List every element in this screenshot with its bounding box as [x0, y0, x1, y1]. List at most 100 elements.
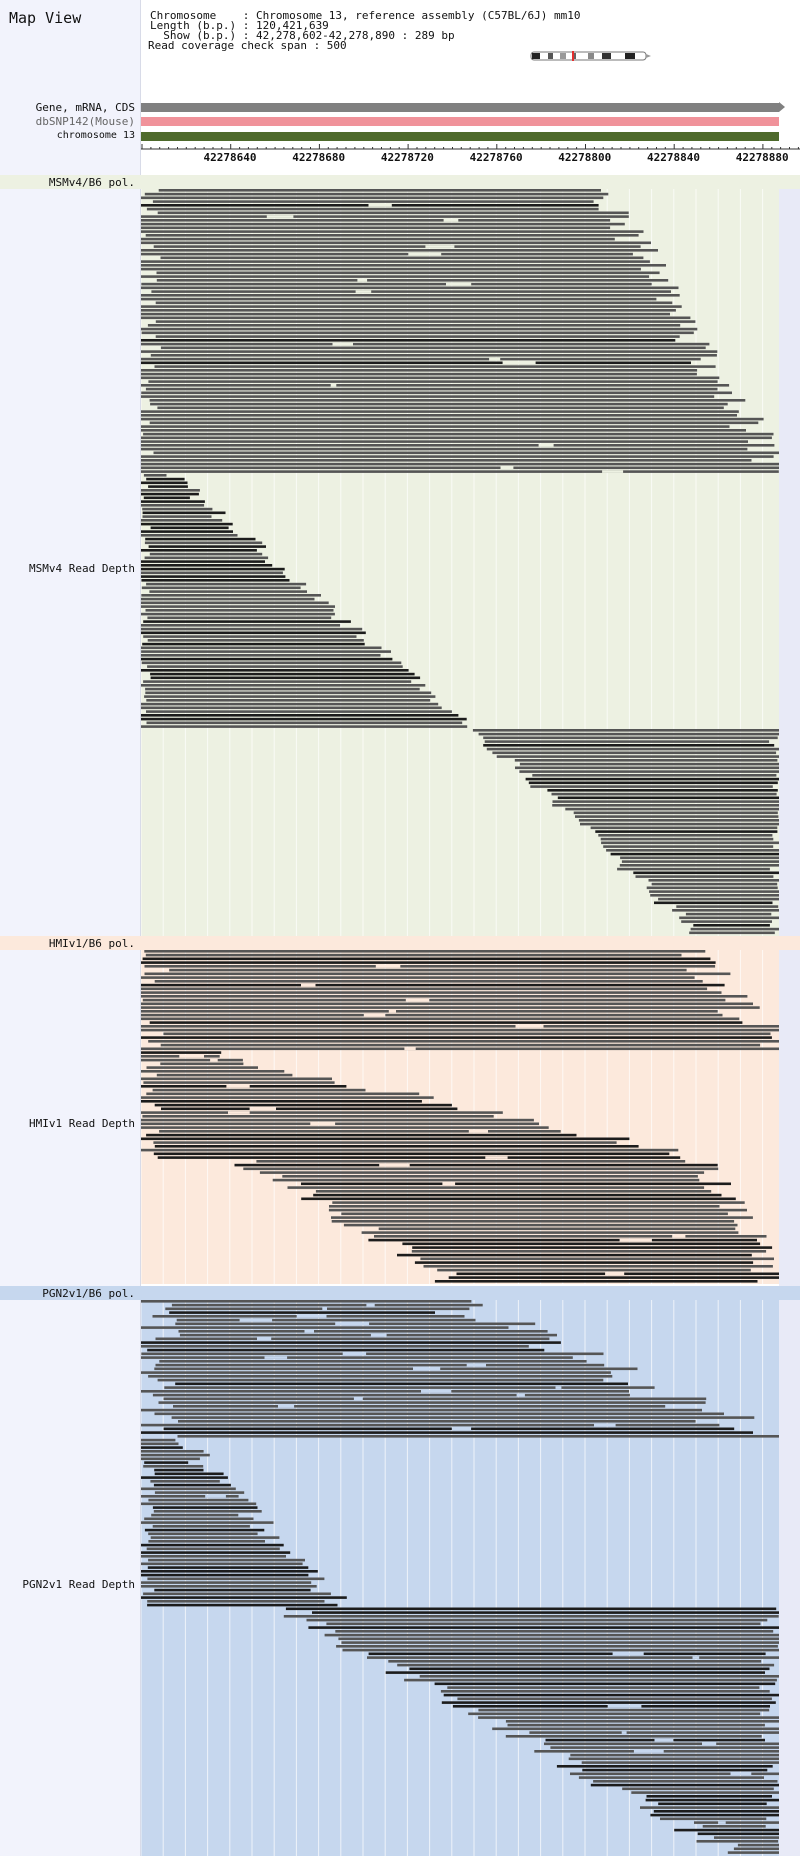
pgn-pol-header: PGN2v1/B6 pol.	[0, 1286, 800, 1300]
hmi-read-panel[interactable]	[141, 950, 779, 1284]
read-bar	[621, 860, 779, 863]
chromosome-track-bar[interactable]	[141, 132, 779, 141]
read-bar	[159, 1360, 587, 1363]
read-bar	[631, 1791, 779, 1794]
read-bar	[146, 699, 431, 702]
read-bar	[468, 1712, 761, 1716]
read-bar	[141, 327, 698, 331]
read-bar	[141, 252, 633, 256]
read-bar	[149, 552, 263, 556]
track-label-chromosome: chromosome 13	[56, 130, 135, 141]
read-bar	[141, 489, 200, 492]
gene-track-bar[interactable]	[141, 103, 779, 112]
read-bar	[144, 950, 706, 953]
read-bar	[146, 582, 307, 586]
read-bar	[324, 1633, 779, 1637]
read-bar	[423, 1265, 773, 1268]
msm-read-panel[interactable]	[141, 189, 779, 936]
ruler-tick-label: 42278720	[380, 151, 434, 164]
read-bar	[514, 759, 778, 762]
read-bar	[147, 639, 364, 642]
read-bar	[141, 1555, 286, 1558]
read-bar	[328, 1208, 747, 1212]
read-bar	[142, 511, 226, 515]
read-bar	[145, 387, 718, 391]
read-bar	[141, 571, 283, 575]
read-bar	[141, 983, 725, 987]
read-bar	[484, 740, 770, 743]
read-bar	[308, 1626, 779, 1629]
read-bar	[515, 766, 779, 770]
read-bar	[397, 1253, 752, 1257]
read-bar	[143, 474, 167, 477]
read-bar	[141, 594, 321, 597]
read-bar	[146, 477, 185, 481]
read-bar	[141, 500, 205, 503]
read-bar	[141, 249, 658, 252]
read-bar	[148, 545, 266, 548]
read-bar	[595, 830, 778, 833]
read-bar	[146, 1066, 258, 1069]
read-bar	[368, 1652, 766, 1656]
read-bar	[141, 237, 615, 241]
read-bar	[338, 1637, 779, 1641]
read-bar	[171, 1303, 483, 1307]
info-length: Length (b.p.) : 120,421,639	[150, 19, 329, 32]
hmi-depth-label: HMIv1 Read Depth	[29, 1117, 135, 1130]
read-bar	[633, 871, 779, 875]
read-bar	[175, 1382, 628, 1386]
read-bar	[153, 245, 641, 248]
read-bar	[447, 1686, 760, 1689]
read-bar	[507, 1723, 765, 1727]
read-bar	[141, 1300, 472, 1303]
read-bar	[141, 1148, 679, 1152]
read-bar	[141, 991, 722, 994]
read-bar	[141, 1025, 779, 1028]
read-bar	[141, 976, 695, 979]
pgn-read-panel[interactable]	[141, 1300, 779, 1856]
left-rail	[0, 0, 141, 1856]
read-bar	[160, 1043, 761, 1047]
track-label-snp: dbSNP142(Mouse)	[35, 115, 135, 128]
read-bar	[153, 1510, 262, 1513]
read-bar	[141, 1002, 753, 1006]
read-bar	[283, 1615, 779, 1618]
read-bar	[141, 410, 739, 413]
read-bar	[331, 1216, 753, 1219]
read-bar	[141, 560, 265, 563]
read-bar	[141, 294, 680, 297]
read-bar	[146, 1092, 420, 1096]
read-bar	[169, 968, 687, 972]
read-bar	[171, 1416, 755, 1419]
read-bar	[176, 1318, 476, 1322]
read-bar	[169, 1311, 435, 1314]
read-bar	[141, 196, 604, 200]
read-bar	[648, 879, 779, 882]
read-bar	[141, 1036, 772, 1039]
read-bar	[141, 661, 402, 665]
read-bar	[141, 1495, 239, 1498]
read-bar	[149, 590, 307, 593]
read-bar	[598, 834, 773, 837]
read-bar	[154, 1472, 224, 1476]
read-bar	[141, 987, 708, 991]
read-bar	[141, 222, 625, 226]
read-bar	[154, 1367, 638, 1371]
read-bar	[141, 470, 779, 473]
read-bar	[155, 335, 680, 338]
read-bar	[141, 1570, 318, 1573]
snp-track-bar[interactable]	[141, 117, 779, 126]
read-bar	[141, 241, 651, 245]
read-bar	[141, 1010, 718, 1013]
read-bar	[483, 744, 775, 747]
read-bar	[154, 365, 716, 368]
read-bar	[141, 669, 409, 672]
read-bar	[141, 1431, 753, 1434]
read-bar	[141, 462, 779, 466]
chromosome-ideogram[interactable]	[530, 51, 652, 61]
read-bar	[141, 417, 764, 421]
read-bar	[385, 1671, 765, 1674]
read-bar	[147, 1348, 545, 1352]
ruler-tick-label: 42278640	[203, 151, 257, 164]
read-bar	[256, 1160, 686, 1163]
